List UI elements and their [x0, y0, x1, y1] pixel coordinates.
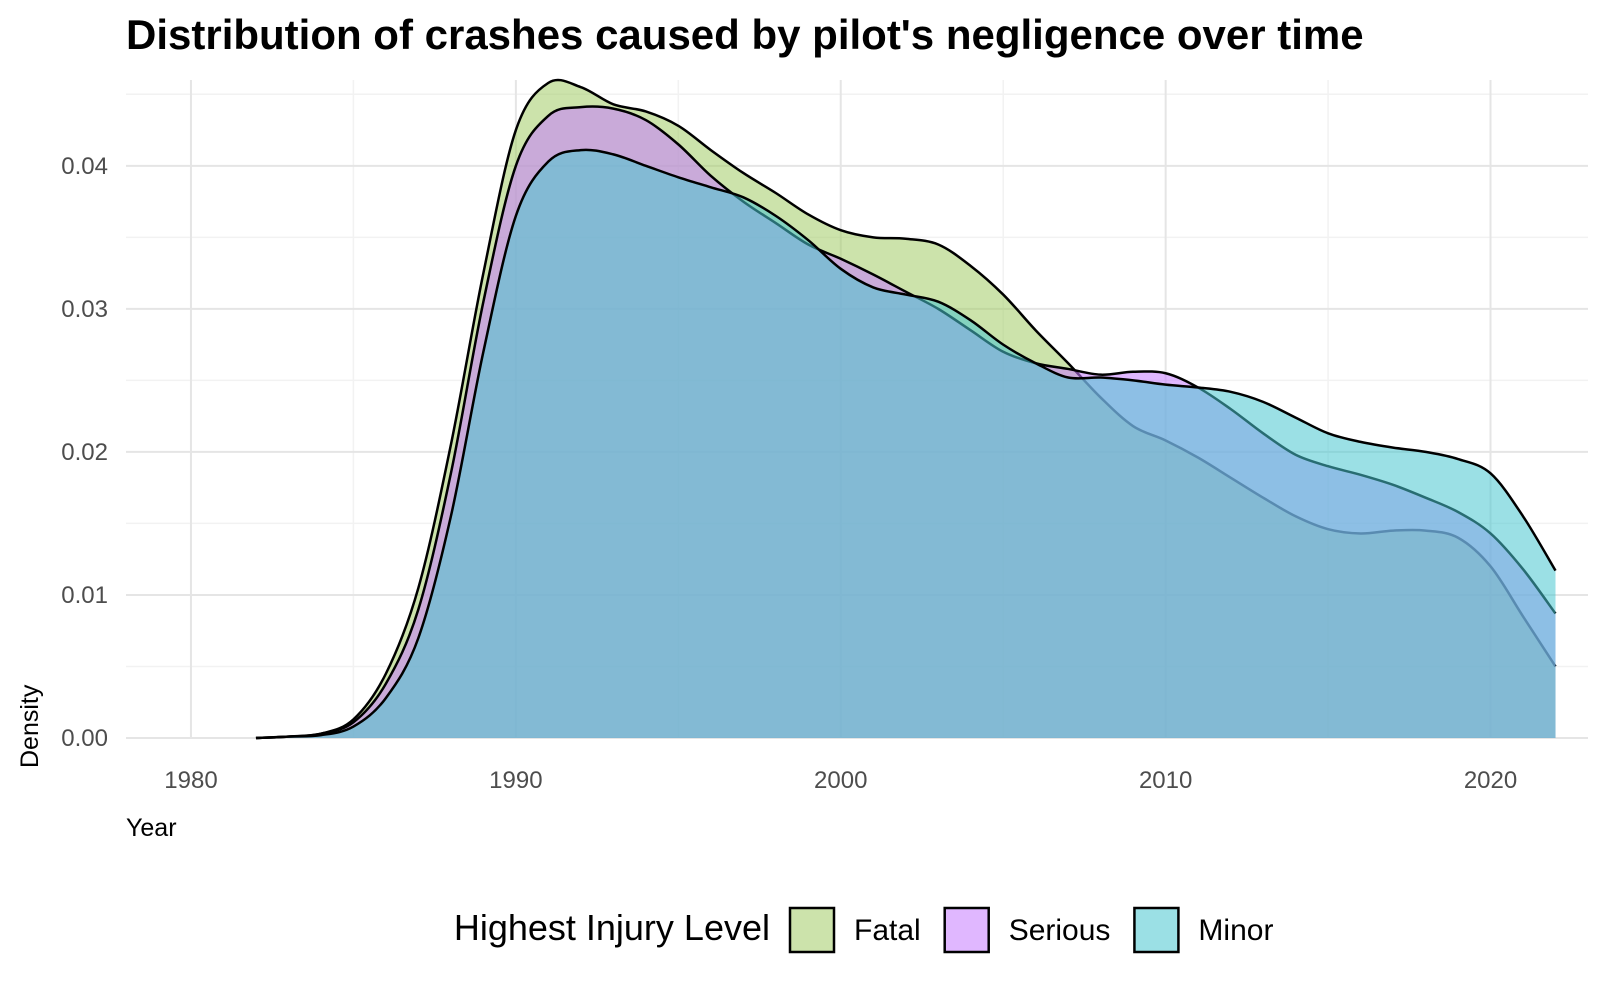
- x-tick-label: 2000: [814, 767, 867, 794]
- legend-label-minor: Minor: [1198, 914, 1273, 947]
- x-axis-label: Year: [126, 814, 177, 842]
- area-minor: [255, 149, 1556, 738]
- y-tick-label: 0.03: [61, 296, 108, 323]
- legend-title: Highest Injury Level: [454, 907, 770, 948]
- legend-item-minor: Minor: [1133, 906, 1273, 954]
- y-tick-label: 0.02: [61, 439, 108, 466]
- legend-key-fatal: [788, 906, 836, 954]
- legend-item-serious: Serious: [943, 906, 1111, 954]
- y-axis-ticks: 0.00 0.01 0.02 0.03 0.04: [61, 153, 108, 752]
- y-tick-label: 0.04: [61, 153, 108, 180]
- x-tick-label: 1980: [164, 767, 217, 794]
- y-tick-label: 0.00: [61, 725, 108, 752]
- legend: Highest Injury Level Fatal Serious Minor: [454, 906, 1273, 954]
- legend-item-fatal: Fatal: [788, 906, 921, 954]
- line-minor: [255, 148, 1557, 740]
- legend-label-serious: Serious: [1009, 914, 1111, 947]
- legend-key-serious: [943, 906, 990, 954]
- y-tick-label: 0.01: [61, 582, 108, 609]
- x-tick-label: 2020: [1464, 767, 1517, 794]
- legend-key-minor: [1133, 906, 1180, 954]
- density-areas: [255, 78, 1557, 740]
- chart-title: Distribution of crashes caused by pilot'…: [126, 11, 1364, 58]
- y-axis-label: Density: [16, 684, 44, 768]
- legend-label-fatal: Fatal: [854, 914, 921, 947]
- x-tick-label: 1990: [489, 767, 542, 794]
- x-axis-ticks: 1980 1990 2000 2010 2020: [164, 767, 1517, 794]
- x-tick-label: 2010: [1139, 767, 1192, 794]
